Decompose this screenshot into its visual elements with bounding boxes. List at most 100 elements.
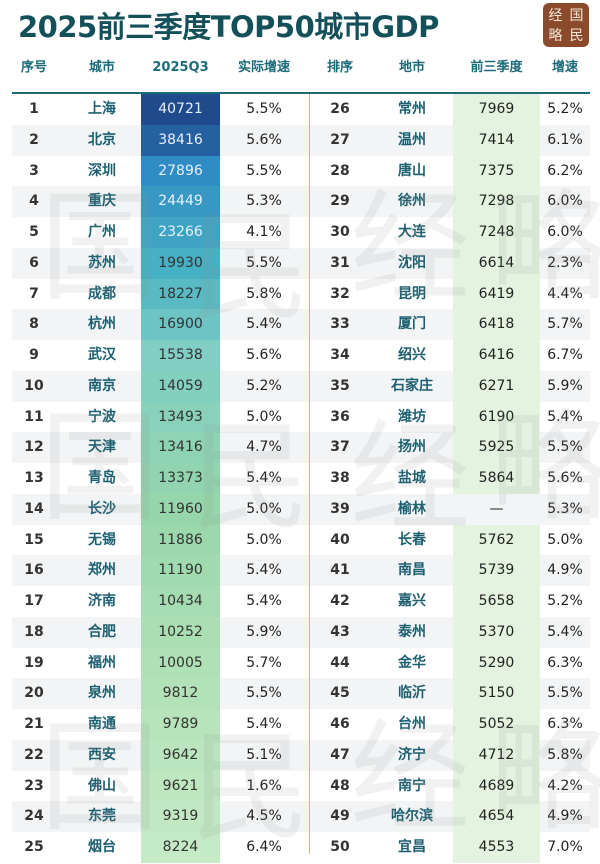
city-name: 成都 [88, 285, 116, 302]
growth-rate: 6.7% [547, 347, 583, 363]
rank: 38 [330, 470, 350, 486]
growth-rate: 6.2% [547, 162, 583, 179]
gdp-value: 5370 [453, 616, 540, 648]
gdp-value: 7414 [453, 124, 540, 156]
city-name: 温州 [398, 131, 426, 148]
rank: 44 [330, 654, 350, 671]
growth-rate: 5.9% [547, 377, 583, 394]
table-row: 12 天津 13416 4.7% 37 扬州 5925 5.5% [12, 432, 590, 464]
rank: 16 [24, 562, 44, 579]
column-header: 排序 [326, 60, 353, 75]
growth-rate: 5.3% [246, 193, 282, 210]
growth-rate: 5.0% [547, 531, 583, 548]
column-header: 增速 [551, 60, 578, 75]
growth-rate: 5.4% [246, 562, 282, 579]
city-name: 南昌 [398, 562, 426, 579]
growth-rate: 6.0% [547, 193, 583, 210]
logo-char: 民 [569, 28, 584, 44]
gdp-value: 19930 [141, 247, 220, 279]
city-name: 徐州 [398, 193, 426, 210]
gdp-value: 5290 [453, 647, 540, 679]
rank: 29 [330, 193, 350, 210]
city-name: 石家庄 [391, 377, 433, 394]
growth-rate: 4.4% [547, 285, 583, 302]
rank: 3 [29, 162, 39, 179]
city-name: 重庆 [88, 193, 116, 210]
gdp-value: 9319 [141, 801, 220, 833]
city-name: 南通 [88, 716, 116, 732]
city-name: 临沂 [398, 685, 426, 702]
table-row: 13 青岛 13373 5.4% 38 盐城 5864 5.6% [12, 463, 590, 494]
city-name: 盐城 [398, 470, 426, 486]
city-name: 南京 [88, 377, 116, 394]
column-header: 实际增速 [237, 60, 290, 75]
city-name: 郑州 [88, 562, 116, 579]
growth-rate: 5.2% [246, 377, 282, 394]
rank: 50 [330, 839, 350, 855]
column-header: 前三季度 [470, 60, 523, 75]
city-name: 佛山 [88, 777, 116, 794]
city-name: 扬州 [398, 439, 426, 456]
gdp-value: 5762 [453, 524, 540, 556]
table-row: 20 泉州 9812 5.5% 45 临沂 5150 5.5% [12, 678, 590, 710]
city-name: 北京 [88, 131, 116, 148]
growth-rate: 4.5% [246, 808, 282, 825]
rank: 4 [29, 193, 39, 210]
gdp-value: 13493 [141, 401, 220, 433]
rank: 37 [330, 439, 350, 456]
gdp-value: 7298 [453, 186, 540, 218]
growth-rate: 5.4% [246, 470, 282, 486]
gdp-value: 11190 [141, 555, 220, 587]
growth-rate: 5.0% [246, 531, 282, 548]
city-name: 东莞 [88, 808, 116, 825]
gdp-value: 6190 [453, 401, 540, 433]
logo-char: 国 [569, 8, 584, 24]
gdp-value: 38416 [141, 124, 220, 156]
growth-rate: 4.1% [246, 224, 282, 240]
table-row: 7 成都 18227 5.8% 32 昆明 6419 4.4% [12, 278, 590, 310]
growth-rate: 5.6% [547, 470, 583, 486]
growth-rate: 6.4% [246, 839, 282, 855]
city-name: 青岛 [88, 470, 116, 486]
growth-rate: 5.4% [547, 623, 583, 640]
rank: 21 [24, 716, 44, 732]
table-row: 10 南京 14059 5.2% 35 石家庄 6271 5.9% [12, 370, 590, 402]
rank: 13 [24, 470, 44, 486]
gdp-value: 9789 [141, 709, 220, 740]
rank: 20 [24, 685, 44, 702]
logo-char: 经 [548, 8, 563, 24]
rank: 8 [29, 316, 39, 333]
gdp-value: 9812 [141, 678, 220, 710]
gdp-value: 27896 [141, 155, 220, 187]
growth-rate: 5.0% [246, 408, 282, 425]
city-name: 金华 [398, 654, 426, 671]
table-row: 8 杭州 16900 5.4% 33 厦门 6418 5.7% [12, 309, 590, 341]
rank: 48 [330, 777, 350, 794]
city-name: 榆林 [398, 500, 426, 517]
rank: 36 [330, 408, 350, 425]
growth-rate: 5.5% [547, 439, 583, 456]
growth-rate: 5.6% [246, 347, 282, 363]
gdp-value: 16900 [141, 309, 220, 341]
city-name: 武汉 [88, 347, 116, 363]
rank: 14 [24, 500, 44, 517]
gdp-value: 7248 [453, 217, 540, 248]
table-row: 17 济南 10434 5.4% 42 嘉兴 5658 5.2% [12, 586, 590, 617]
growth-rate: 4.7% [246, 439, 282, 456]
column-header: 序号 [20, 60, 47, 75]
rank: 42 [330, 593, 350, 609]
city-name: 烟台 [88, 839, 116, 855]
gdp-value: 24449 [141, 186, 220, 218]
rank: 49 [330, 808, 350, 825]
table-row: 25 烟台 8224 6.4% 50 宜昌 4553 7.0% [12, 832, 590, 863]
growth-rate: 5.5% [246, 101, 282, 117]
city-name: 杭州 [88, 316, 116, 333]
rank: 12 [24, 439, 44, 456]
rank: 33 [330, 316, 350, 333]
city-name: 泰州 [398, 623, 426, 640]
city-name: 台州 [398, 716, 426, 732]
growth-rate: 5.9% [246, 623, 282, 640]
city-name: 哈尔滨 [391, 808, 433, 825]
column-header: 城市 [88, 60, 115, 75]
growth-rate: 7.0% [547, 839, 583, 855]
